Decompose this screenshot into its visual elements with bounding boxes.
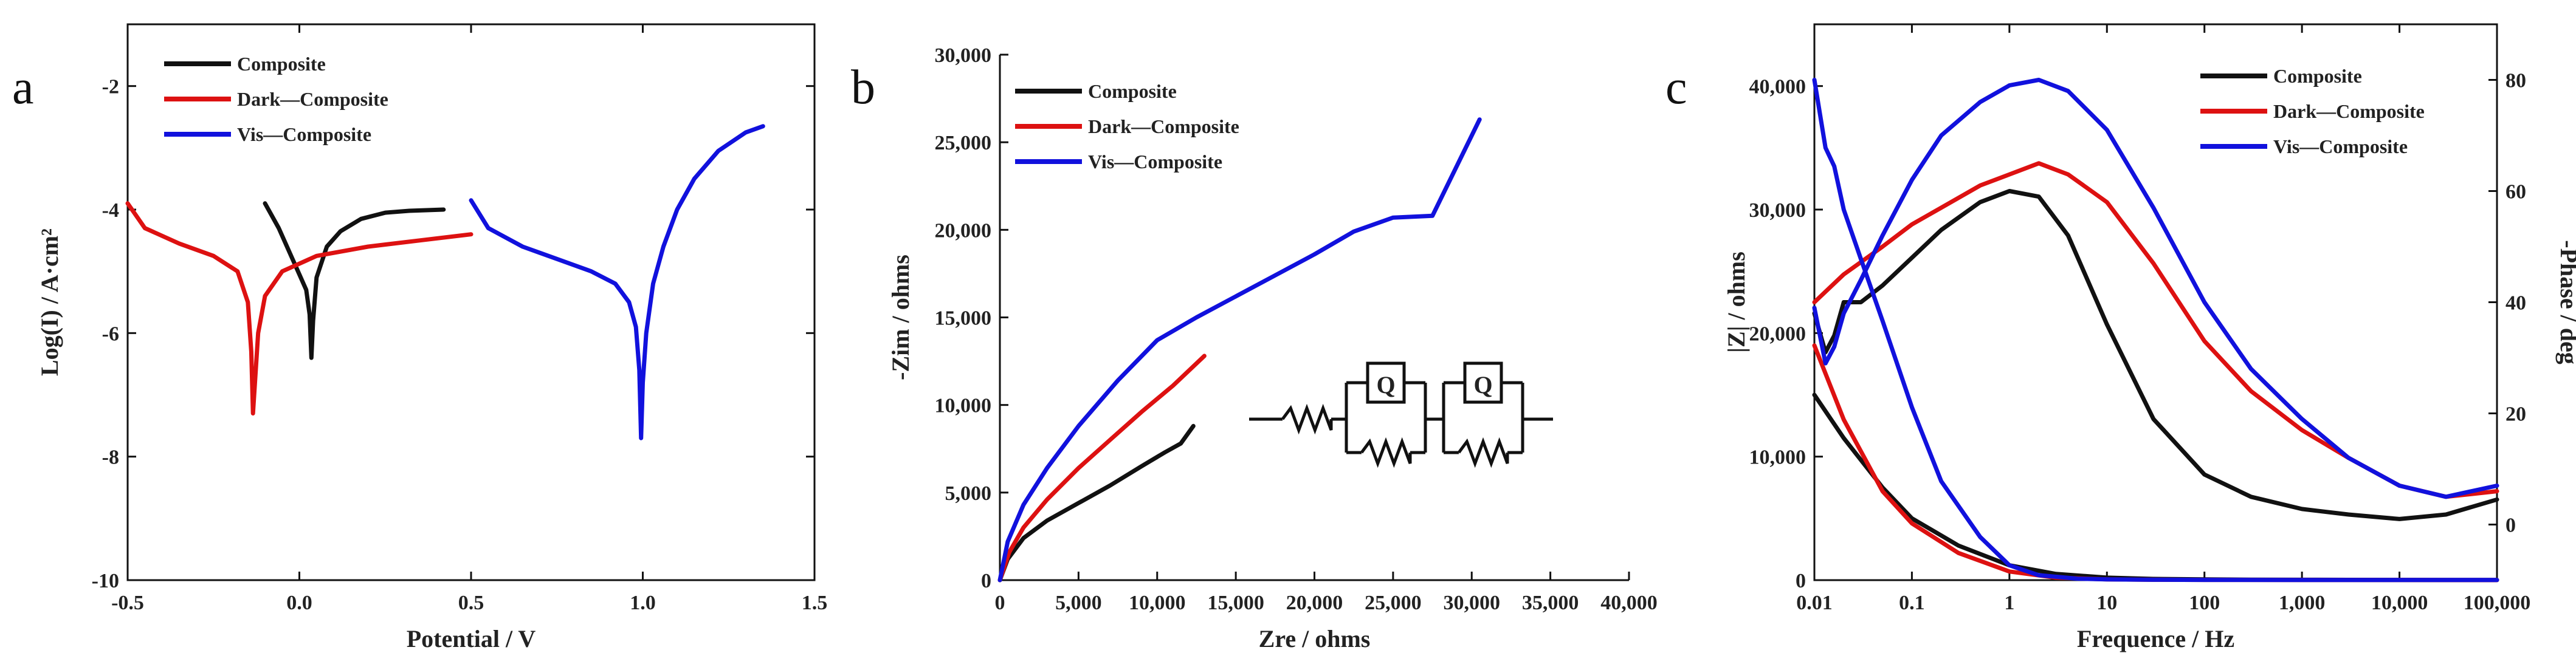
chart-c-y2-tick-label: 60 (2505, 181, 2526, 204)
chart-c-y-tick-label: 40,000 (1749, 76, 1806, 98)
chart-a-series-composite (263, 201, 446, 360)
chart-a-y-axis-label: Log(I) / A·cm² (36, 228, 63, 376)
chart-b-y-tick-label: 15,000 (935, 307, 992, 330)
chart-c-x-tick-label: 1,000 (2279, 592, 2326, 614)
chart-a-y-tick-label: -4 (102, 199, 119, 222)
chart-c-series-vis-composite-phase (1812, 78, 2499, 499)
chart-b-x-tick-label: 10,000 (1129, 592, 1186, 614)
chart-b-legend-label: Dark—Composite (1088, 115, 1239, 137)
circuit-resistor (1281, 403, 1333, 435)
chart-c-x-tick-label: 100 (2189, 592, 2220, 614)
chart-c-legend-label: Dark—Composite (2273, 100, 2425, 122)
chart-c-y-tick-label: 10,000 (1749, 446, 1806, 469)
chart-b-y-tick-label: 0 (981, 570, 991, 592)
chart-a-x-tick-label: -0.5 (111, 592, 144, 614)
circuit-resistor (1360, 437, 1412, 468)
chart-b-legend-label: Composite (1088, 80, 1177, 102)
circuit-cpe-label: Q (1473, 371, 1492, 398)
chart-b-x-tick-label: 35,000 (1522, 592, 1579, 614)
chart-c-y2-axis-label: -Phase / deg (2555, 240, 2576, 364)
chart-b-x-tick-label: 0 (995, 592, 1005, 614)
chart-b-y-axis-label: -Zim / ohms (887, 255, 914, 380)
chart-b-y-tick-label: 20,000 (935, 219, 992, 242)
chart-c-y2-tick-label: 0 (2505, 515, 2516, 537)
chart-c-y2-tick-label: 20 (2505, 403, 2526, 426)
chart-c-panel-label: c (1665, 61, 1687, 114)
chart-a-y-tick-label: -2 (102, 76, 119, 98)
chart-c-series-vis-composite-magzmag (1812, 78, 2499, 583)
chart-b-x-tick-label: 30,000 (1444, 592, 1501, 614)
chart-c-x-tick-label: 10 (2096, 592, 2117, 614)
chart-a-y-tick-label: -6 (102, 323, 119, 345)
chart-c-y-tick-label: 30,000 (1749, 199, 1806, 222)
chart-b-x-axis-label: Zre / ohms (1259, 625, 1371, 652)
chart-c-legend-label: Composite (2273, 65, 2362, 87)
chart-c-x-axis-label: Frequence / Hz (2077, 625, 2234, 652)
chart-b-series-vis-composite (997, 117, 1482, 583)
chart-b-x-tick-label: 25,000 (1365, 592, 1422, 614)
chart-b-x-tick-label: 40,000 (1600, 592, 1658, 614)
chart-a-frame (126, 23, 816, 581)
chart-b-series-composite (997, 423, 1196, 583)
chart-c-series-dark-composite-magzmag (1812, 343, 2499, 583)
chart-a-series-vis-composite (469, 124, 765, 440)
chart-c-x-tick-label: 0.01 (1796, 592, 1833, 614)
chart-a-x-tick-label: 0.5 (458, 592, 484, 614)
equivalent-circuit-diagram (1249, 361, 1553, 468)
chart-c-x-tick-label: 1 (2004, 592, 2014, 614)
chart-a-panel-label: a (12, 61, 34, 114)
chart-a-legend-label: Vis—Composite (237, 123, 371, 145)
chart-b-x-tick-label: 5,000 (1055, 592, 1102, 614)
chart-c-y2-tick-label: 80 (2505, 70, 2526, 92)
chart-c-y-tick-label: 0 (1796, 570, 1806, 592)
chart-c-legend-label: Vis—Composite (2273, 135, 2408, 157)
chart-a-y-tick-label: -10 (92, 570, 119, 592)
chart-c-series-composite-phase (1812, 189, 2499, 521)
chart-b-legend-label: Vis—Composite (1088, 151, 1222, 173)
chart-c-y-tick-label: 20,000 (1749, 323, 1806, 345)
chart-a-series-dark-composite (125, 201, 474, 416)
chart-b-y-tick-label: 25,000 (935, 132, 992, 154)
chart-a-legend-label: Composite (237, 53, 326, 75)
chart-a-x-tick-label: 1.5 (802, 592, 828, 614)
chart-b-panel-label: b (851, 61, 875, 114)
chart-a-x-tick-label: 1.0 (630, 592, 656, 614)
circuit-cpe-box (1463, 361, 1503, 404)
chart-b-series-dark-composite (997, 354, 1207, 583)
chart-b-x-tick-label: 15,000 (1207, 592, 1264, 614)
chart-a-x-tick-label: 0.0 (286, 592, 312, 614)
chart-c-y-axis-label: |Z| / ohms (1723, 251, 1750, 353)
chart-b-y-tick-label: 5,000 (945, 482, 992, 505)
chart-a-x-axis-label: Potential / V (407, 625, 536, 652)
chart-c-x-tick-label: 100,000 (2464, 592, 2531, 614)
chart-c-y2-tick-label: 40 (2505, 292, 2526, 315)
circuit-resistor (1457, 437, 1509, 468)
chart-b-x-tick-label: 20,000 (1286, 592, 1343, 614)
chart-c-x-tick-label: 0.1 (1899, 592, 1925, 614)
chart-b-y-tick-label: 30,000 (935, 44, 992, 67)
circuit-cpe-label: Q (1376, 371, 1395, 398)
circuit-cpe-box (1366, 361, 1406, 404)
chart-c-x-tick-label: 10,000 (2371, 592, 2428, 614)
chart-a-y-tick-label: -8 (102, 446, 119, 469)
chart-a-legend-label: Dark—Composite (237, 88, 388, 110)
chart-b-y-tick-label: 10,000 (935, 395, 992, 417)
